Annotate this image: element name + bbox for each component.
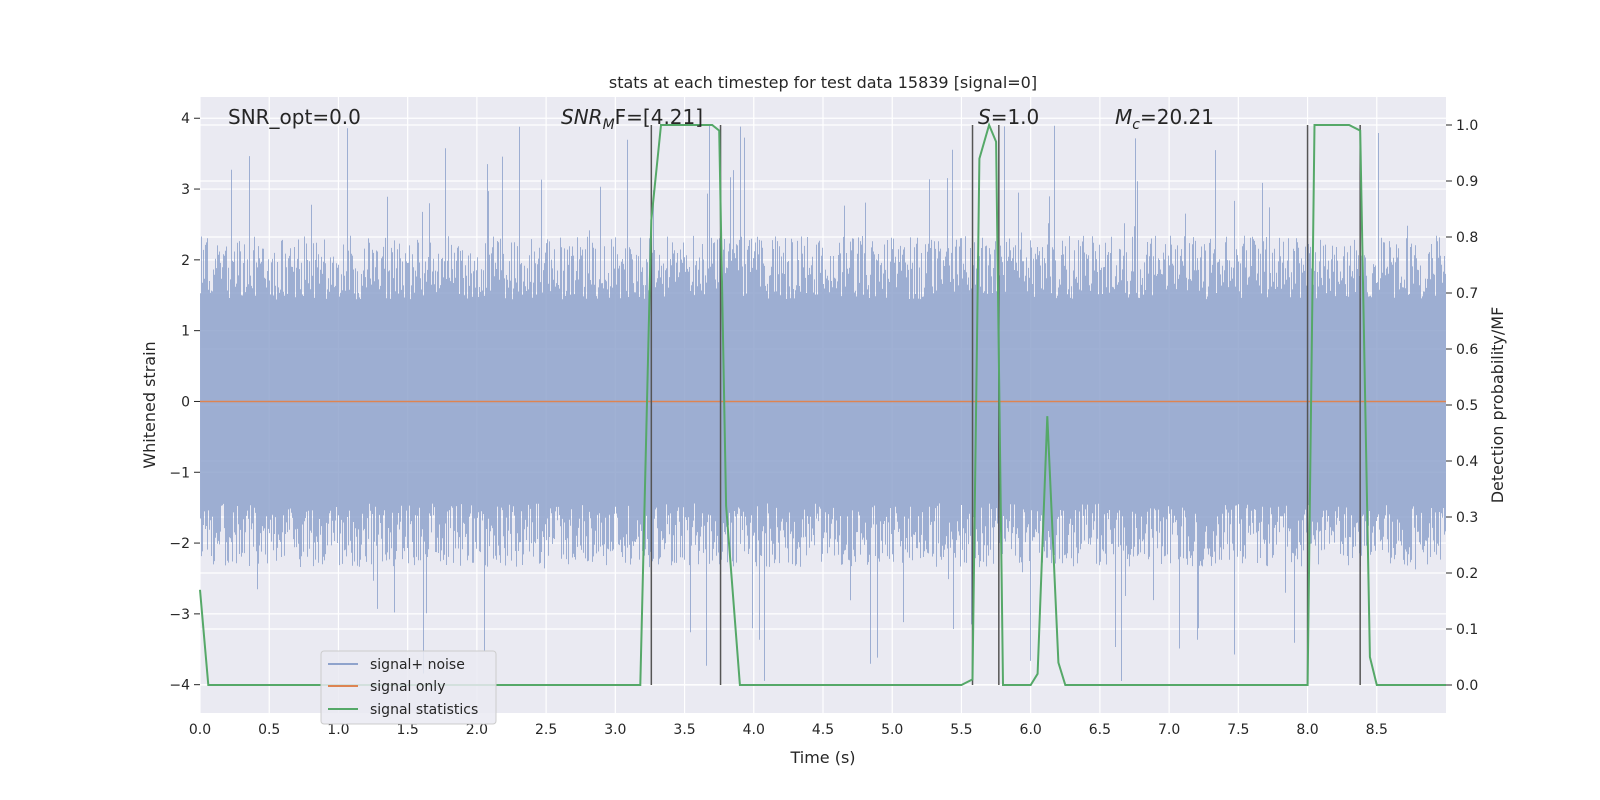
- y-tick-label: 1: [181, 324, 190, 340]
- x-tick-label: 6.5: [1089, 722, 1111, 738]
- annotation-mc-rest: =20.21: [1140, 105, 1214, 129]
- y2-tick-label: 0.8: [1456, 230, 1478, 246]
- legend-box: [320, 650, 497, 725]
- y2-tick-label: 0.9: [1456, 174, 1478, 190]
- y-tick-label: 2: [181, 253, 190, 269]
- x-tick-label: 8.0: [1296, 722, 1318, 738]
- y-tick-label: −3: [169, 607, 190, 623]
- x-tick-label: 3.0: [604, 722, 626, 738]
- x-tick-label: 4.0: [743, 722, 765, 738]
- annotation-mc-italic: M: [1115, 105, 1132, 129]
- annotation-snr-mf-sub: M: [603, 117, 615, 133]
- x-tick-label: 7.5: [1227, 722, 1249, 738]
- x-tick-label: 6.0: [1020, 722, 1042, 738]
- annotation-snr-mf: SNRMF=[4.21]: [561, 105, 703, 133]
- annotation-mc-sub: c: [1132, 117, 1140, 133]
- x-tick-label: 4.5: [812, 722, 834, 738]
- y2-tick-label: 0.7: [1456, 286, 1478, 302]
- x-tick-label: 1.0: [327, 722, 349, 738]
- y-tick-labels: 4 3 2 1 0 −1 −2 −3 −4: [169, 111, 200, 694]
- annotation-snr-mf-rest: F=[4.21]: [615, 105, 703, 129]
- legend-label-statistics: signal statistics: [370, 702, 478, 718]
- y-axis-label: Whitened strain: [140, 341, 159, 468]
- y-tick-label: −1: [169, 465, 190, 481]
- y2-tick-label: 0.1: [1456, 622, 1478, 638]
- y-tick-label: 4: [181, 111, 190, 127]
- x-tick-label: 0.5: [258, 722, 280, 738]
- x-tick-labels: 0.0 0.5 1.0 1.5 2.0 2.5 3.0 3.5 4.0 4.5 5.0 5.5 6.0 6…: [189, 722, 1388, 738]
- legend-label-signal-only: signal only: [370, 679, 445, 695]
- annotation-snr-mf-main: SNR: [561, 105, 603, 129]
- x-tick-label: 5.0: [881, 722, 903, 738]
- annotation-mc: Mc=20.21: [1115, 105, 1214, 133]
- y2-tick-label: 0.2: [1456, 566, 1478, 582]
- legend-label-noise: signal+ noise: [370, 657, 465, 673]
- x-tick-label: 8.5: [1366, 722, 1388, 738]
- y-tick-label: −4: [169, 678, 190, 694]
- annotation-s: S=1.0: [978, 105, 1039, 129]
- x-tick-label: 2.5: [535, 722, 557, 738]
- y-tick-label: 3: [181, 182, 190, 198]
- annotation-s-rest: =1.0: [991, 105, 1040, 129]
- y2-tick-label: 0.0: [1456, 678, 1478, 694]
- x-tick-label: 5.5: [950, 722, 972, 738]
- y2-tick-label: 0.4: [1456, 454, 1478, 470]
- y-tick-label: 0: [181, 394, 190, 410]
- legend: signal+ noise signal only signal statist…: [320, 650, 497, 725]
- y2-tick-label: 1.0: [1456, 118, 1478, 134]
- x-tick-label: 7.0: [1158, 722, 1180, 738]
- annotation-s-italic: S: [978, 105, 991, 129]
- y2-tick-label: 0.6: [1456, 342, 1478, 358]
- x-axis-label: Time (s): [789, 748, 855, 767]
- annotation-snr-opt: SNR_opt=0.0: [228, 105, 361, 129]
- x-tick-label: 2.0: [466, 722, 488, 738]
- y2-axis-label: Detection probability/MF: [1488, 307, 1507, 504]
- y2-tick-labels: 1.0 0.9 0.8 0.7 0.6 0.5 0.4 0.3 0.2 0.1 0.0: [1446, 118, 1478, 694]
- y-tick-label: −2: [169, 536, 190, 552]
- x-tick-label: 1.5: [397, 722, 419, 738]
- y2-tick-label: 0.5: [1456, 398, 1478, 414]
- x-tick-label: 0.0: [189, 722, 211, 738]
- y2-tick-label: 0.3: [1456, 510, 1478, 526]
- x-tick-label: 3.5: [673, 722, 695, 738]
- chart-title: stats at each timestep for test data 158…: [609, 73, 1037, 92]
